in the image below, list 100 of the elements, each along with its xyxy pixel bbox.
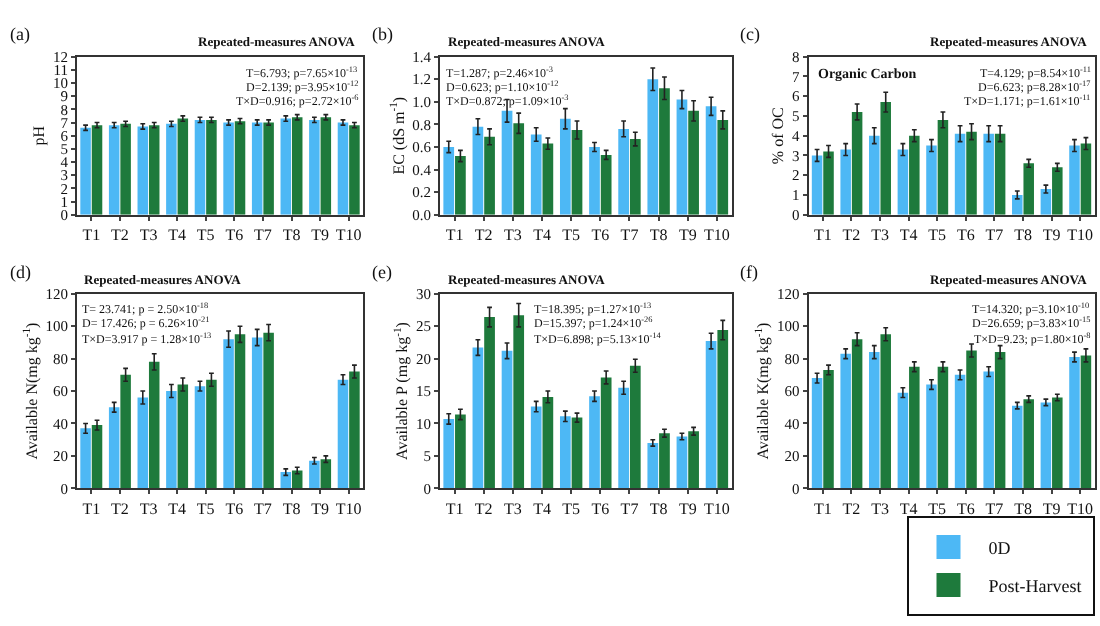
bar [869, 135, 880, 215]
x-tick-label: T5 [562, 225, 581, 244]
chart-title: (a) [10, 24, 30, 44]
bar [484, 136, 495, 215]
x-tick-label: T6 [591, 499, 610, 518]
chart-title: (c) [740, 24, 760, 44]
x-tick-label: T7 [985, 225, 1004, 244]
x-tick-label: T8 [1014, 225, 1032, 244]
bar [1052, 397, 1063, 489]
x-tick-label: T7 [985, 499, 1004, 518]
bar [137, 397, 149, 489]
bar [994, 352, 1006, 489]
x-tick-label: T5 [928, 225, 947, 244]
x-tick-label: T3 [503, 499, 522, 518]
bar [1012, 405, 1023, 489]
bar [589, 396, 600, 489]
chart-title: (e) [372, 262, 392, 282]
x-tick-label: T8 [282, 225, 301, 244]
x-tick-label: T9 [311, 225, 329, 244]
bar [194, 386, 206, 489]
bar [484, 317, 495, 489]
bar [966, 350, 977, 489]
bar [629, 139, 641, 215]
bar [263, 332, 274, 489]
x-tick-label: T1 [445, 225, 464, 244]
bar [443, 418, 455, 489]
x-tick-label: T2 [474, 225, 493, 244]
bar [542, 396, 554, 489]
x-tick-label: T1 [82, 225, 101, 244]
bar [1023, 163, 1034, 215]
bar [600, 154, 612, 215]
bar [337, 379, 349, 489]
bar [1052, 167, 1063, 215]
bar [571, 130, 583, 215]
bar [320, 459, 332, 489]
bar [1080, 355, 1092, 489]
x-tick-label: T4 [168, 499, 186, 518]
x-tick-label: T7 [620, 225, 639, 244]
x-tick-label: T10 [704, 225, 730, 244]
x-tick-label: T10 [335, 225, 362, 244]
bar [851, 111, 863, 215]
bar [559, 416, 571, 489]
x-tick-label: T3 [139, 499, 158, 518]
chart-title: (d) [10, 262, 31, 282]
bar [954, 133, 966, 215]
bar [897, 392, 909, 489]
bar [618, 387, 629, 489]
bar [589, 146, 600, 215]
x-tick-label: T9 [1042, 225, 1061, 244]
bar [994, 133, 1006, 215]
bar [909, 135, 920, 215]
x-tick-label: T8 [649, 225, 668, 244]
bar [647, 442, 659, 489]
bar [869, 352, 880, 489]
x-tick-label: T1 [813, 225, 832, 244]
bar [120, 374, 131, 489]
bar [166, 391, 177, 489]
x-tick-label: T2 [474, 499, 493, 518]
x-tick-label: T8 [649, 499, 668, 518]
bar [443, 146, 455, 215]
bar [1023, 399, 1034, 489]
x-tick-label: T4 [168, 225, 186, 244]
bar [966, 131, 977, 215]
bar [676, 436, 688, 489]
x-tick-label: T5 [196, 499, 215, 518]
bar [349, 371, 360, 489]
bar [705, 341, 717, 489]
x-tick-label: T8 [1014, 499, 1032, 518]
chart-title: (b) [372, 24, 393, 44]
bar [823, 369, 834, 489]
y-axis-title: pH [30, 125, 49, 146]
bar [840, 353, 851, 489]
x-tick-label: T10 [335, 499, 362, 518]
x-tick-label: T8 [282, 499, 301, 518]
legend-label: Post-Harvest [988, 576, 1083, 597]
x-tick-label: T6 [225, 499, 244, 518]
x-tick-label: T3 [503, 225, 522, 244]
bar [983, 371, 994, 489]
bar [234, 334, 246, 489]
x-tick-label: T4 [899, 499, 918, 518]
bar [108, 407, 120, 489]
bar [455, 156, 466, 215]
bar [705, 106, 717, 215]
bar [954, 374, 966, 489]
bar [717, 330, 729, 489]
bar [223, 339, 234, 489]
x-tick-label: T1 [82, 499, 101, 518]
bar [1012, 194, 1023, 215]
bar [91, 425, 103, 489]
x-tick-label: T2 [111, 499, 129, 518]
bar [513, 123, 525, 215]
y-axis-title: % of OC [769, 107, 788, 165]
bar [530, 406, 542, 489]
bar [629, 365, 641, 489]
x-tick-label: T7 [620, 499, 639, 518]
x-tick-label: T5 [562, 499, 581, 518]
bar [659, 433, 670, 489]
x-tick-label: T6 [591, 225, 610, 244]
bar [1080, 143, 1092, 215]
bar [455, 414, 466, 489]
